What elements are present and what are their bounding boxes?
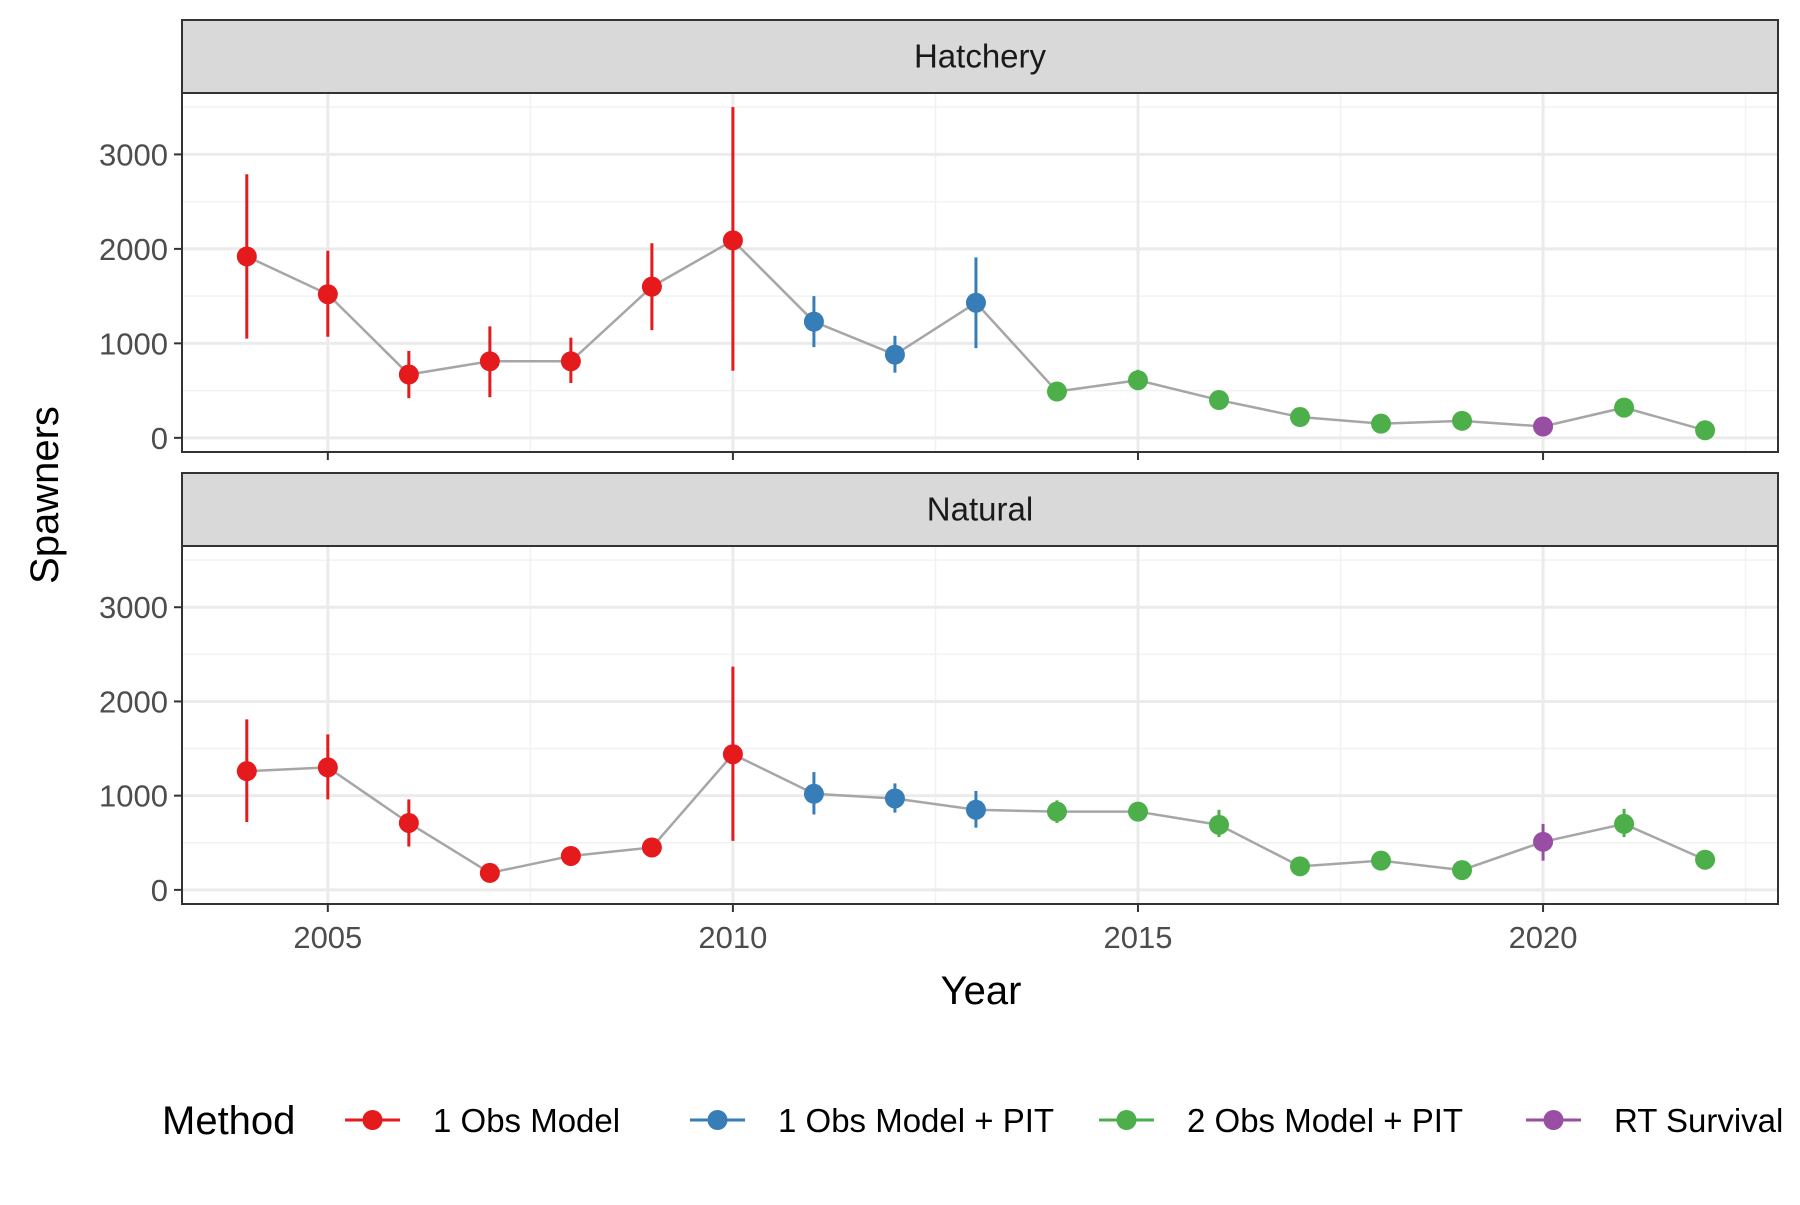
- y-tick-label: 1000: [99, 326, 168, 361]
- x-tick-label: 2005: [293, 920, 362, 955]
- data-point: [1127, 370, 1148, 391]
- data-point: [560, 351, 581, 372]
- data-point: [1127, 801, 1148, 822]
- data-point: [317, 284, 338, 305]
- data-point: [965, 799, 986, 820]
- legend-title: Method: [162, 1099, 295, 1143]
- y-tick-label: 1000: [99, 779, 168, 814]
- data-point: [722, 230, 743, 251]
- data-point: [1208, 814, 1229, 835]
- data-point: [1614, 813, 1635, 834]
- y-tick-label: 3000: [99, 590, 168, 625]
- data-point: [1695, 849, 1716, 870]
- x-tick-label: 2015: [1103, 920, 1172, 955]
- legend-label: 1 Obs Model: [433, 1102, 620, 1139]
- facet-strip: [181, 472, 1779, 547]
- data-point: [965, 292, 986, 313]
- x-tick-label: 2020: [1509, 920, 1578, 955]
- data-point: [1371, 850, 1392, 871]
- data-point: [1452, 410, 1473, 431]
- y-axis-title: Spawners: [23, 406, 67, 584]
- legend-key-point: [362, 1110, 383, 1130]
- data-point: [398, 364, 419, 385]
- data-point: [1452, 860, 1473, 881]
- facet-strip: [181, 19, 1779, 94]
- data-point: [803, 783, 824, 804]
- legend-item: RT Survival: [1526, 1102, 1783, 1139]
- data-point: [236, 246, 257, 267]
- y-tick-label: 3000: [99, 137, 168, 172]
- legend-label: 2 Obs Model + PIT: [1187, 1102, 1463, 1139]
- panel-border: [181, 545, 1779, 905]
- data-point: [236, 761, 257, 782]
- data-point: [1614, 397, 1635, 418]
- legend-item: 1 Obs Model + PIT: [690, 1102, 1054, 1139]
- data-point: [398, 812, 419, 833]
- panel-border: [181, 92, 1779, 453]
- data-point: [1533, 416, 1554, 437]
- data-point: [641, 276, 662, 297]
- legend-label: RT Survival: [1614, 1102, 1783, 1139]
- data-point: [884, 788, 905, 809]
- legend-key-point: [1116, 1110, 1137, 1130]
- data-point: [1046, 381, 1067, 402]
- legend-key-point: [1543, 1110, 1564, 1130]
- legend-item: 1 Obs Model: [345, 1102, 620, 1139]
- data-point: [1046, 801, 1067, 822]
- panel-background: [182, 93, 1778, 452]
- panel-natural: Natural 0 1000 2000 3000 2005 2010 2015 2020: [99, 472, 1779, 955]
- data-point: [1371, 413, 1392, 434]
- y-tick-label: 0: [151, 873, 168, 908]
- data-point: [479, 862, 500, 883]
- legend-item: 2 Obs Model + PIT: [1099, 1102, 1463, 1139]
- legend-label: 1 Obs Model + PIT: [778, 1102, 1054, 1139]
- panel-hatchery: Hatchery 0 1000 2000 3000: [99, 19, 1779, 460]
- data-point: [479, 351, 500, 372]
- data-point: [1695, 420, 1716, 441]
- data-point: [560, 845, 581, 866]
- facet-strip-label: Hatchery: [914, 38, 1047, 75]
- data-point: [1290, 856, 1311, 877]
- data-point: [1533, 831, 1554, 852]
- y-tick-label: 2000: [99, 684, 168, 719]
- y-tick-label: 0: [151, 421, 168, 456]
- data-point: [884, 344, 905, 365]
- data-point: [1208, 390, 1229, 411]
- data-point: [803, 311, 824, 332]
- x-tick-label: 2010: [698, 920, 767, 955]
- data-point: [1290, 407, 1311, 428]
- panel-background: [182, 546, 1778, 904]
- legend-key-point: [707, 1110, 728, 1130]
- data-point: [641, 837, 662, 858]
- x-axis-title: Year: [941, 969, 1022, 1013]
- y-tick-label: 2000: [99, 232, 168, 267]
- data-point: [722, 744, 743, 765]
- data-point: [317, 757, 338, 778]
- facet-strip-label: Natural: [927, 491, 1033, 528]
